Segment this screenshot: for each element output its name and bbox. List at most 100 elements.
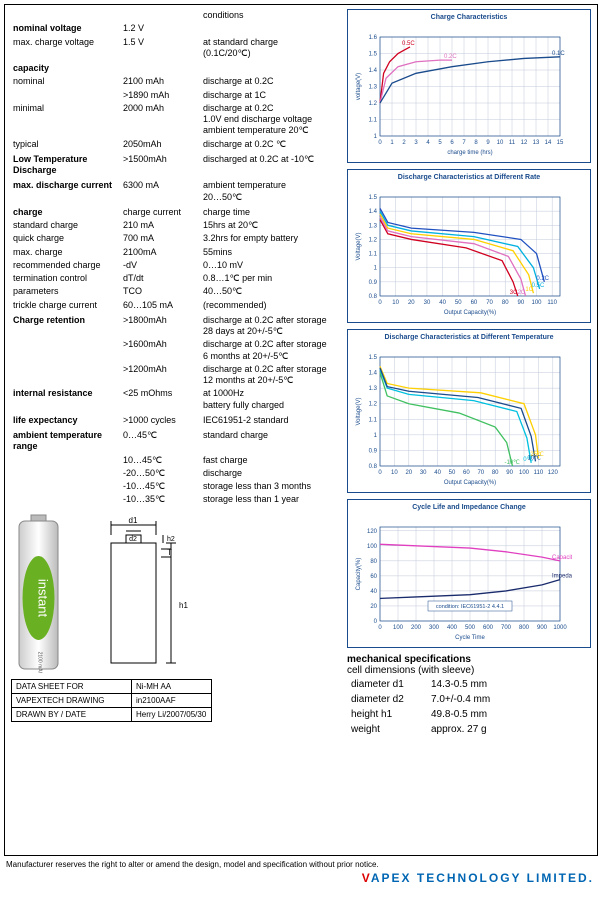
spec-value: >1600mAh [121, 338, 201, 363]
mech-key: height h1 [349, 708, 429, 721]
footer-note: Manufacturer reserves the right to alter… [6, 860, 596, 869]
spec-value: -10…35℃ [121, 493, 201, 506]
spec-value: >1500mAh [121, 153, 201, 178]
svg-text:8: 8 [474, 140, 478, 146]
svg-text:condition: IEC61951-2 4.4.1: condition: IEC61951-2 4.4.1 [436, 604, 504, 610]
spec-value: >1800mAh [121, 314, 201, 339]
mech-val: 14.3-0.5 mm [431, 678, 490, 691]
svg-text:12: 12 [521, 140, 528, 146]
svg-text:1.4: 1.4 [369, 371, 378, 377]
svg-text:0.8: 0.8 [369, 294, 378, 300]
battery-image: instant 2100 mAh [11, 513, 71, 673]
svg-text:80: 80 [502, 300, 509, 306]
spec-label: ambient temperature range [11, 429, 121, 454]
svg-text:d1: d1 [129, 516, 138, 525]
svg-text:1: 1 [374, 433, 378, 439]
company-logo: VAPEX TECHNOLOGY LIMITED. [8, 871, 594, 885]
svg-text:60: 60 [471, 300, 478, 306]
svg-text:Capacity: Capacity [552, 555, 572, 561]
mech-title: mechanical specifications [347, 654, 512, 665]
spec-condition: charge time [201, 206, 341, 219]
spec-condition: 15hrs at 20℃ [201, 219, 341, 232]
svg-text:80: 80 [492, 470, 499, 476]
svg-text:60: 60 [370, 574, 377, 580]
svg-text:400: 400 [447, 625, 458, 631]
spec-condition: ambient temperature20…50℃ [201, 179, 341, 204]
spec-label: typical [11, 138, 121, 151]
svg-text:15: 15 [557, 140, 564, 146]
svg-text:charge time (hrs): charge time (hrs) [447, 150, 492, 156]
mech-val: 49.8-0.5 mm [431, 708, 490, 721]
svg-text:200: 200 [411, 625, 422, 631]
spec-label: minimal [11, 102, 121, 138]
svg-text:1000: 1000 [553, 625, 567, 631]
svg-text:13: 13 [533, 140, 540, 146]
spec-label: nominal voltage [11, 22, 121, 35]
svg-text:9: 9 [486, 140, 490, 146]
mech-sub: cell dimensions (with sleeve) [347, 665, 512, 676]
spec-condition: at 1000Hzbattery fully charged [201, 387, 341, 412]
spec-label [11, 467, 121, 480]
spec-label [11, 9, 121, 22]
chart-cycle-life: Cycle Life and Impedance Change010020030… [347, 499, 591, 648]
spec-label: quick charge [11, 232, 121, 245]
svg-text:6: 6 [450, 140, 454, 146]
dimension-drawing: d1 d2 h1 h2 T [71, 513, 341, 673]
spec-value: -10…45℃ [121, 480, 201, 493]
svg-text:800: 800 [519, 625, 530, 631]
spec-value: 2050mAh [121, 138, 201, 151]
svg-text:100: 100 [532, 300, 543, 306]
spec-condition [201, 62, 341, 75]
info-key: VAPEXTECH DRAWING [12, 693, 132, 707]
spec-value [121, 9, 201, 22]
mech-key: weight [349, 723, 429, 736]
svg-text:700: 700 [501, 625, 512, 631]
spec-condition: discharge at 0.2C [201, 75, 341, 88]
svg-text:Capacity(%): Capacity(%) [356, 558, 362, 591]
svg-text:0: 0 [378, 625, 382, 631]
svg-text:7: 7 [462, 140, 466, 146]
svg-text:1.2: 1.2 [369, 237, 378, 243]
svg-text:Output Capacity(%): Output Capacity(%) [444, 480, 496, 486]
svg-text:0: 0 [378, 470, 382, 476]
svg-text:40: 40 [439, 300, 446, 306]
svg-text:0: 0 [378, 140, 382, 146]
spec-label [11, 480, 121, 493]
svg-text:40: 40 [370, 589, 377, 595]
mech-table: diameter d114.3-0.5 mmdiameter d27.0+/-0… [347, 676, 492, 738]
spec-condition: discharge at 0.2C1.0V end discharge volt… [201, 102, 341, 138]
svg-text:1.4: 1.4 [369, 68, 378, 74]
spec-label: Low Temperature Discharge [11, 153, 121, 178]
spec-label: standard charge [11, 219, 121, 232]
svg-text:50: 50 [455, 300, 462, 306]
svg-text:5: 5 [438, 140, 442, 146]
spec-label [11, 338, 121, 363]
spec-value: <25 mOhms [121, 387, 201, 412]
svg-text:1C: 1C [525, 287, 533, 293]
svg-text:10: 10 [392, 300, 399, 306]
svg-text:1: 1 [374, 266, 378, 272]
svg-text:1.5: 1.5 [369, 52, 378, 58]
svg-text:30: 30 [424, 300, 431, 306]
svg-text:1.3: 1.3 [369, 223, 378, 229]
svg-text:1.5: 1.5 [369, 195, 378, 201]
spec-condition: discharge at 0.2C after storage28 days a… [201, 314, 341, 339]
spec-value: 0…45℃ [121, 429, 201, 454]
svg-text:0: 0 [374, 619, 378, 625]
spec-condition: IEC61951-2 standard [201, 414, 341, 427]
spec-label: trickle charge current [11, 299, 121, 312]
spec-label [11, 89, 121, 102]
spec-condition: standard charge [201, 429, 341, 454]
spec-condition: (recommended) [201, 299, 341, 312]
svg-text:600: 600 [483, 625, 494, 631]
spec-value: 60…105 mA [121, 299, 201, 312]
spec-condition: discharged at 0.2C at -10℃ [201, 153, 341, 178]
spec-label [11, 493, 121, 506]
svg-text:Cycle Time: Cycle Time [455, 635, 485, 641]
spec-table: conditionsnominal voltage 1.2 V max. cha… [11, 9, 341, 507]
spec-condition: discharge at 0.2C ℃ [201, 138, 341, 151]
svg-text:40: 40 [434, 470, 441, 476]
spec-label: parameters [11, 285, 121, 298]
info-val: Herry Li/2007/05/30 [132, 707, 212, 721]
spec-condition: 0.8…1℃ per min [201, 272, 341, 285]
